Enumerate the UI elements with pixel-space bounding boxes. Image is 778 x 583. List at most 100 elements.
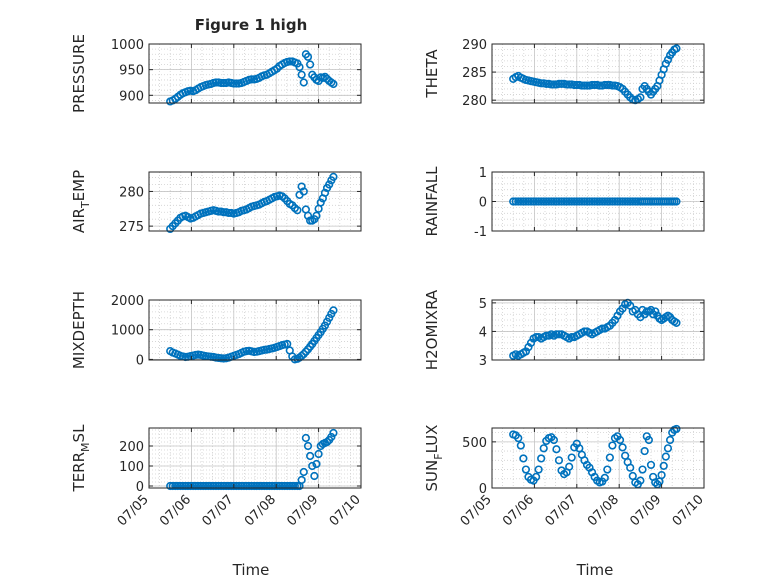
data-point: [603, 197, 612, 206]
data-point: [211, 481, 221, 491]
data-point: [229, 79, 238, 88]
data-point: [285, 57, 294, 66]
data-point: [623, 197, 632, 206]
data-point: [557, 197, 566, 206]
data-point: [554, 79, 564, 88]
data-point: [552, 330, 561, 339]
data-point: [539, 197, 548, 206]
data-point: [598, 197, 607, 206]
data-point: [554, 197, 564, 206]
data-point: [194, 481, 203, 491]
data-point: [534, 465, 543, 474]
data-point: [621, 197, 630, 206]
data-point: [587, 197, 597, 206]
data-point: [247, 481, 256, 491]
data-point: [325, 180, 334, 189]
data-point: [646, 460, 656, 470]
data-point: [196, 481, 205, 491]
y-tick-label: 0: [479, 482, 487, 497]
data-point: [232, 79, 241, 88]
y-axis-label-part: SL: [70, 424, 88, 443]
subplot-top-left: 900 950 1000 PRESSURE: [70, 34, 362, 113]
data-point: [638, 465, 647, 474]
data-point: [618, 443, 627, 452]
y-axis-label-part: AIR: [70, 208, 88, 233]
axes-box: [491, 427, 705, 489]
data-point: [585, 197, 594, 206]
data-point: [329, 428, 338, 438]
data-point: [600, 473, 609, 482]
axes-box: [491, 299, 705, 361]
data-point: [628, 197, 637, 206]
data-point: [168, 481, 177, 491]
data-point: [575, 197, 584, 206]
data-point: [181, 481, 190, 491]
data-point: [531, 333, 541, 342]
data-point: [227, 481, 236, 491]
y-tick-label: 950: [119, 64, 144, 79]
data-point: [521, 465, 531, 474]
axes-box: [148, 427, 362, 489]
data-point: [562, 80, 571, 89]
data-point: [544, 197, 553, 206]
data-point: [531, 197, 541, 206]
data-point: [613, 197, 622, 206]
data-point: [209, 481, 218, 491]
data-point: [283, 481, 292, 491]
data-point: [285, 481, 294, 491]
data-point: [580, 197, 589, 206]
axes-box: [148, 43, 362, 104]
data-point: [299, 187, 308, 196]
data-point: [615, 435, 625, 445]
data-point: [247, 75, 256, 84]
data-point: [603, 465, 612, 474]
data-point: [219, 481, 228, 491]
data-point: [661, 452, 670, 461]
data-point: [232, 481, 241, 491]
y-axis-label-part: T: [79, 201, 92, 209]
figure-title: Figure 1 high: [195, 16, 308, 34]
data-point: [224, 481, 233, 491]
data-point: [542, 79, 551, 88]
data-point: [519, 197, 528, 206]
data-point: [216, 481, 226, 491]
y-axis-label-part: LUX: [423, 425, 441, 454]
y-tick-label: 2000: [111, 294, 144, 309]
data-point: [301, 433, 310, 443]
data-point: [661, 59, 670, 68]
data-point: [303, 211, 313, 220]
data-point: [239, 481, 249, 491]
data-point: [314, 449, 323, 459]
data-point: [554, 330, 564, 339]
data-point: [537, 197, 546, 206]
data-point: [514, 434, 523, 443]
data-point: [542, 331, 551, 340]
data-point: [237, 481, 246, 491]
data-point: [299, 78, 308, 87]
data-point: [191, 481, 200, 491]
y-tick-label: 0: [136, 353, 144, 368]
data-point: [567, 197, 576, 206]
data-point: [327, 432, 336, 442]
data-point: [651, 307, 660, 316]
subplot-second-right: -1 0 1 RAINFALL: [423, 166, 705, 240]
data-point: [322, 437, 332, 447]
data-point: [600, 80, 609, 90]
data-point: [663, 55, 673, 64]
data-point: [615, 197, 625, 206]
data-point: [306, 60, 315, 69]
data-point: [570, 80, 579, 90]
data-point: [222, 481, 231, 491]
data-point: [514, 197, 523, 206]
y-tick-label: 900: [119, 89, 144, 104]
data-point: [201, 481, 210, 491]
data-point: [308, 461, 317, 471]
data-point: [552, 197, 561, 206]
data-point: [549, 80, 559, 89]
data-point: [242, 481, 251, 491]
x-axis-label-left: Time: [232, 561, 270, 579]
data-point: [312, 459, 321, 469]
data-point: [608, 81, 617, 90]
y-tick-label: 5: [479, 297, 487, 312]
data-point: [199, 481, 208, 491]
